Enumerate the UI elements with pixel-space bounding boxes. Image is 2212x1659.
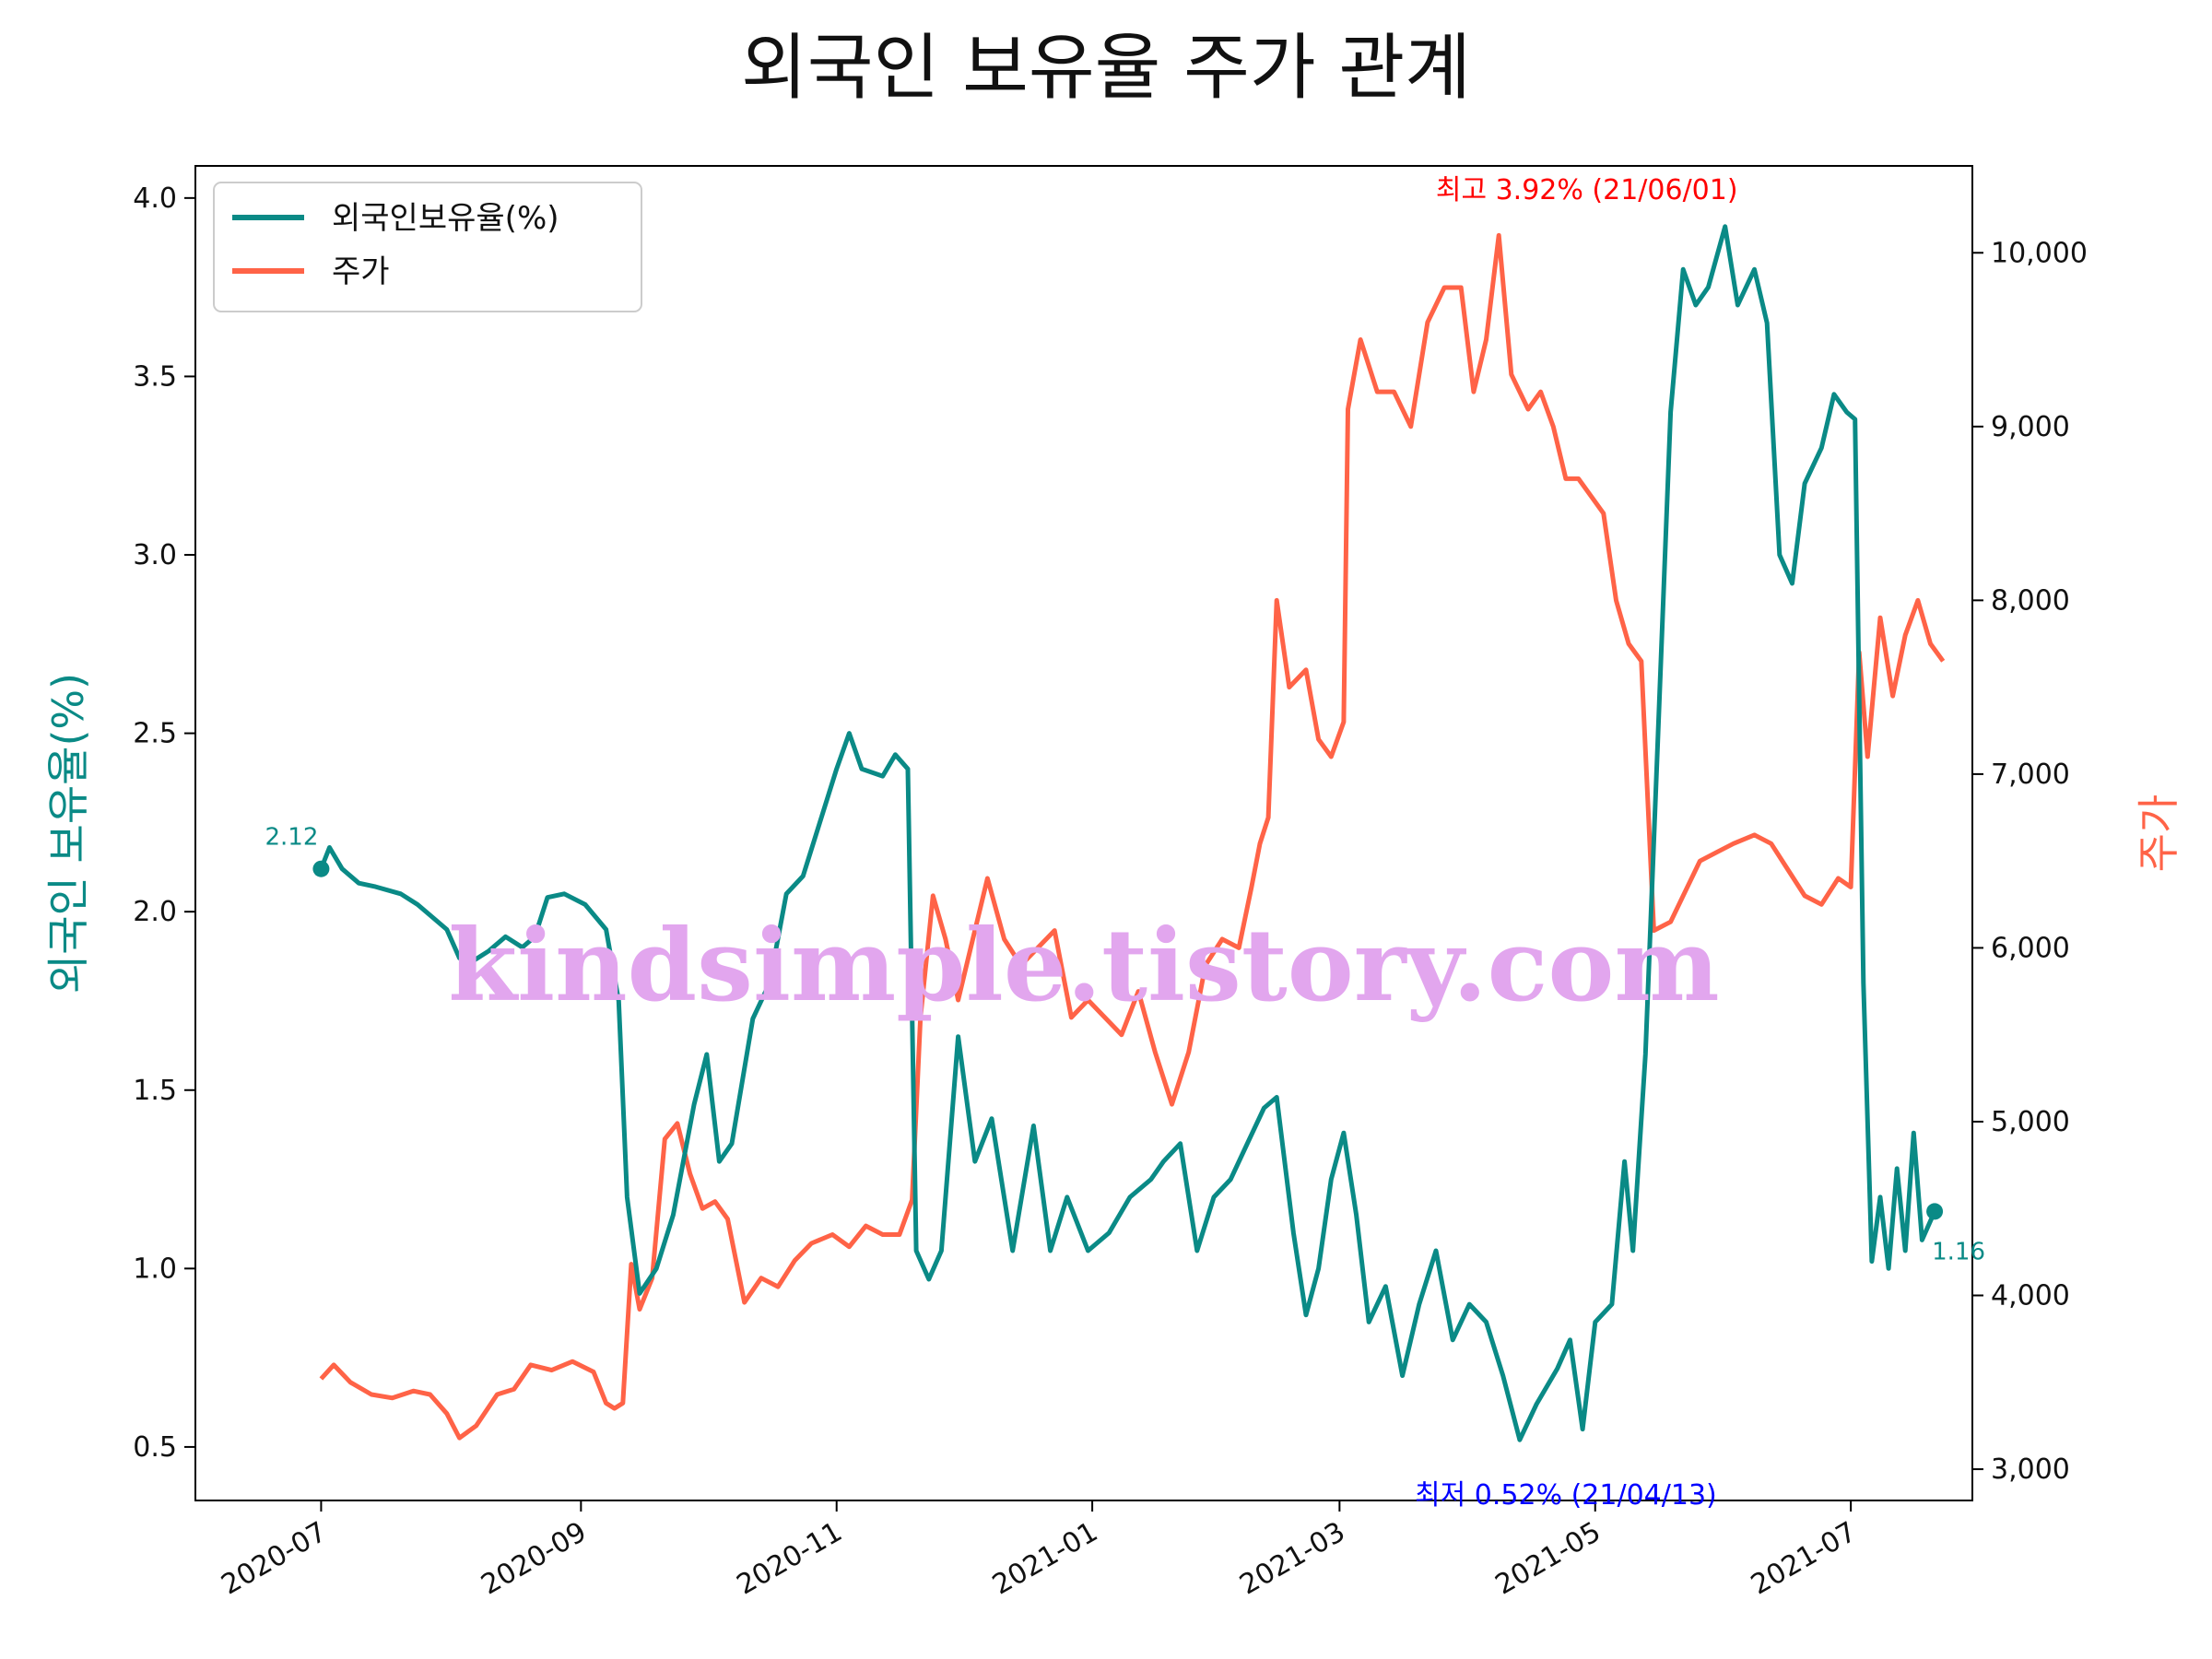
right-y-tick-label-5: 8,000 <box>1991 584 2070 617</box>
start-point-marker <box>312 860 330 877</box>
series-line-foreign-ratio <box>319 224 1937 1442</box>
left-y-tick-label-0: 0.5 <box>133 1431 177 1464</box>
chart-title: 외국인 보유율 주가 관계 <box>741 27 1471 110</box>
series-line-price <box>319 232 1946 1441</box>
plot-frame <box>194 165 1973 1501</box>
start-value-label: 2.12 <box>265 824 318 852</box>
x-tick-label-5: 2021-05 <box>1490 1516 1606 1602</box>
left-y-tick-label-7: 4.0 <box>133 182 177 215</box>
right-y-tick-label-3: 6,000 <box>1991 932 2070 964</box>
watermark: kindsimple.tistory.com <box>448 908 1719 1024</box>
x-tick-label-2: 2020-11 <box>732 1516 848 1602</box>
x-tick-label-6: 2021-07 <box>1746 1516 1862 1602</box>
legend-entry-price: 주가 <box>332 253 390 290</box>
right-y-tick-label-0: 3,000 <box>1991 1453 2070 1486</box>
left-y-axis-ticks: 0.5 1.0 1.5 2.0 2.5 3.0 3.5 4.0 <box>133 182 195 1464</box>
x-tick-label-0: 2020-07 <box>216 1516 332 1602</box>
left-y-tick-label-4: 2.5 <box>133 718 177 750</box>
x-axis-ticks: 2020-07 2020-09 2020-11 2021-01 2021-03 2021-… <box>216 1500 1862 1602</box>
x-tick-label-1: 2020-09 <box>476 1516 592 1602</box>
left-y-tick-label-6: 3.5 <box>133 360 177 393</box>
left-y-tick-label-2: 1.5 <box>133 1075 177 1107</box>
right-y-tick-label-7: 10,000 <box>1991 237 2088 269</box>
left-y-tick-label-5: 3.0 <box>133 539 177 571</box>
end-value-label: 1.16 <box>1932 1238 1985 1265</box>
x-tick-label-3: 2021-01 <box>987 1516 1103 1602</box>
left-y-tick-label-1: 1.0 <box>133 1253 177 1285</box>
right-y-tick-label-2: 5,000 <box>1991 1106 2070 1138</box>
legend-box <box>213 182 642 312</box>
right-y-tick-label-6: 9,000 <box>1991 411 2070 443</box>
min-annotation: 최저 0.52% (21/04/13) <box>1415 1479 1717 1512</box>
right-y-axis-ticks: 3,000 4,000 5,000 6,000 7,000 8,000 9,000 10,00… <box>1972 237 2088 1486</box>
series-layer <box>312 224 1946 1442</box>
legend: 외국인보유율(%) 주가 <box>213 182 642 312</box>
end-point-marker <box>1926 1203 1944 1220</box>
right-y-tick-label-4: 7,000 <box>1991 759 2070 791</box>
x-tick-label-4: 2021-03 <box>1234 1516 1350 1602</box>
right-y-axis-label: 주가 <box>2134 794 2183 873</box>
max-annotation: 최고 3.92% (21/06/01) <box>1436 174 1738 206</box>
left-y-tick-label-3: 2.0 <box>133 896 177 928</box>
left-y-axis-label: 외국인 보유율(%) <box>43 673 93 994</box>
legend-entry-foreign-ratio: 외국인보유율(%) <box>332 200 559 237</box>
right-y-tick-label-1: 4,000 <box>1991 1280 2070 1312</box>
